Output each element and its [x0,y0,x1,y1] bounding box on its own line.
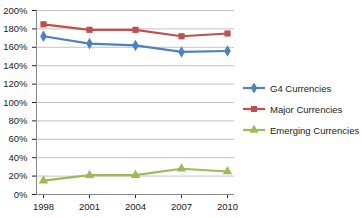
svg-text:1998: 1998 [33,201,54,212]
svg-text:180%: 180% [3,23,28,34]
svg-text:2010: 2010 [217,201,238,212]
svg-text:100%: 100% [3,97,28,108]
svg-text:80%: 80% [8,115,28,126]
svg-text:40%: 40% [8,152,28,163]
svg-text:140%: 140% [3,60,28,71]
svg-text:2001: 2001 [79,201,100,212]
html-text:Major Currencies: Major Currencies [270,103,343,115]
svg-text:2007: 2007 [171,201,192,212]
svg-text:0%: 0% [14,189,28,200]
svg-text:2004: 2004 [125,201,146,212]
html-text:G4 Currencies: G4 Currencies [270,82,332,94]
svg-text:200%: 200% [3,5,28,16]
svg-text:120%: 120% [3,78,28,89]
html-text:Emerging Currencies: Emerging Currencies [270,124,360,136]
svg-text:60%: 60% [8,133,28,144]
svg-text:20%: 20% [8,170,28,181]
svg-text:160%: 160% [3,41,28,52]
